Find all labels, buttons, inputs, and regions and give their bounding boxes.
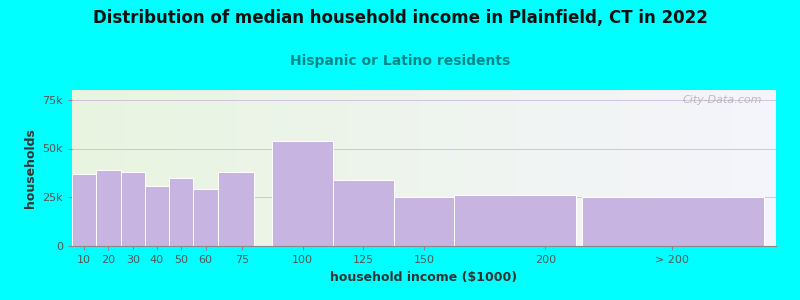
Bar [394, 197, 454, 246]
Bar [333, 180, 394, 246]
Text: Hispanic or Latino residents: Hispanic or Latino residents [290, 54, 510, 68]
X-axis label: household income ($1000): household income ($1000) [330, 271, 518, 284]
Text: Distribution of median household income in Plainfield, CT in 2022: Distribution of median household income … [93, 9, 707, 27]
Bar [454, 195, 576, 246]
Text: City-Data.com: City-Data.com [682, 95, 762, 105]
Bar [121, 172, 145, 246]
Bar [218, 172, 254, 246]
Bar [169, 178, 194, 246]
Bar [194, 190, 218, 246]
Bar [145, 185, 169, 246]
Y-axis label: households: households [24, 128, 37, 208]
Bar [96, 170, 121, 246]
Bar [72, 174, 96, 246]
Bar [272, 141, 333, 246]
Bar [582, 197, 764, 246]
